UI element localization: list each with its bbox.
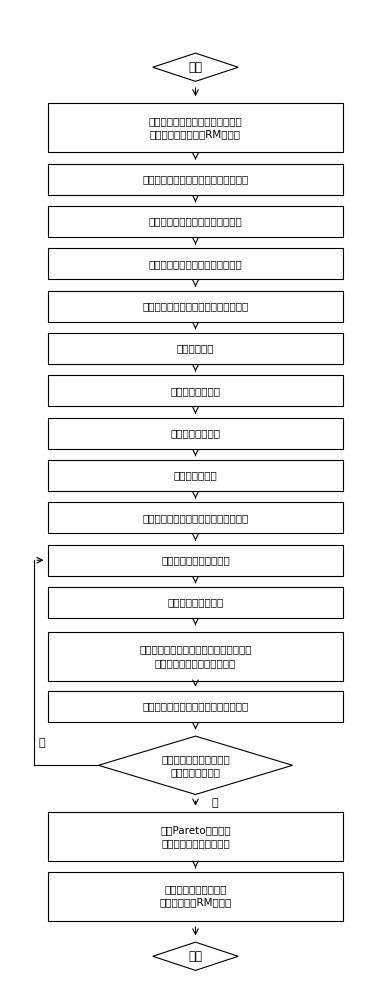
FancyBboxPatch shape [48, 632, 343, 681]
FancyBboxPatch shape [48, 164, 343, 195]
Text: 当前进化代数是否小于或
等于最大进化代数: 当前进化代数是否小于或 等于最大进化代数 [161, 754, 230, 777]
FancyBboxPatch shape [48, 545, 343, 576]
Text: 执行非支配排序: 执行非支配排序 [174, 471, 217, 481]
FancyBboxPatch shape [48, 333, 343, 364]
Text: 建立功耗目标函数与面积目标函数: 建立功耗目标函数与面积目标函数 [149, 259, 242, 269]
Text: 将无关项取舍的二进制数编码为染色体: 将无关项取舍的二进制数编码为染色体 [142, 174, 249, 184]
Text: 开始: 开始 [188, 61, 203, 74]
FancyBboxPatch shape [48, 291, 343, 322]
Text: 执行选择、交叉和变异，产生子代种群: 执行选择、交叉和变异，产生子代种群 [142, 513, 249, 523]
Text: 父代种群与子代种群合并: 父代种群与子代种群合并 [161, 555, 230, 565]
Text: 将不完全确定布尔逻辑函数转换为
零极性的不完全确定RM表达式: 将不完全确定布尔逻辑函数转换为 零极性的不完全确定RM表达式 [149, 116, 242, 139]
Text: 选择最佳无关项取舍，
得到完全确定RM表达式: 选择最佳无关项取舍， 得到完全确定RM表达式 [160, 884, 231, 908]
Text: 建立功耗适应度函数与面积适应度函数: 建立功耗适应度函数与面积适应度函数 [142, 301, 249, 311]
Text: 输出Pareto最优解集
（一组最佳无关项取舍）: 输出Pareto最优解集 （一组最佳无关项取舍） [160, 825, 231, 848]
FancyBboxPatch shape [48, 587, 343, 618]
Text: 否: 否 [211, 798, 218, 808]
FancyBboxPatch shape [48, 418, 343, 449]
Text: 进行拥挤度计算，根据非支配关系及拥挤
度选择个体组成新的父代种群: 进行拥挤度计算，根据非支配关系及拥挤 度选择个体组成新的父代种群 [139, 645, 252, 668]
FancyBboxPatch shape [48, 872, 343, 921]
Text: 执行快速非支配排序: 执行快速非支配排序 [167, 598, 224, 608]
FancyBboxPatch shape [48, 248, 343, 279]
FancyBboxPatch shape [48, 460, 343, 491]
Polygon shape [153, 942, 238, 970]
FancyBboxPatch shape [48, 502, 343, 533]
Polygon shape [153, 53, 238, 81]
Polygon shape [99, 736, 292, 794]
Text: 建立功耗估计模型与面积估计模型: 建立功耗估计模型与面积估计模型 [149, 217, 242, 227]
Text: 对参数进行初始化: 对参数进行初始化 [170, 386, 221, 396]
FancyBboxPatch shape [48, 691, 343, 722]
FancyBboxPatch shape [48, 812, 343, 861]
Text: 是: 是 [38, 738, 45, 748]
Text: 结束: 结束 [188, 950, 203, 963]
FancyBboxPatch shape [48, 103, 343, 152]
Text: 确定约束条件: 确定约束条件 [177, 344, 214, 354]
Text: 随机产生初始种群: 随机产生初始种群 [170, 428, 221, 438]
FancyBboxPatch shape [48, 206, 343, 237]
Text: 执行选择、交叉和变异，产生子代种群: 执行选择、交叉和变异，产生子代种群 [142, 701, 249, 711]
FancyBboxPatch shape [48, 375, 343, 406]
